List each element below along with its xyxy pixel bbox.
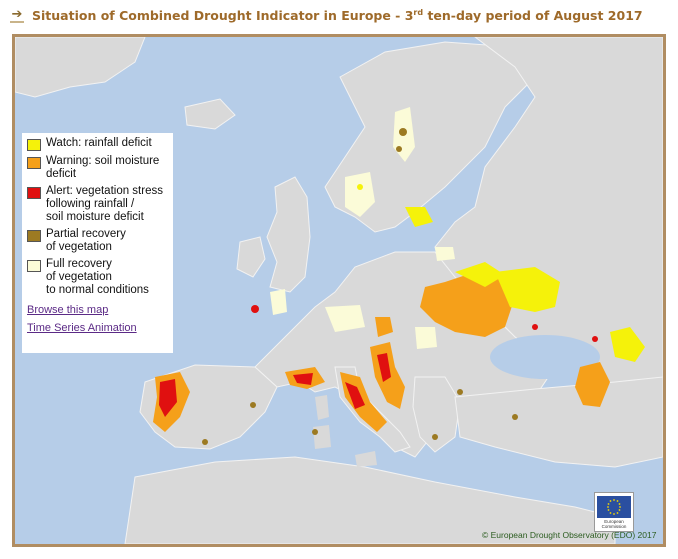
drought-map[interactable] <box>12 34 666 547</box>
browse-map-link[interactable]: Browse this map <box>27 304 109 316</box>
legend-label-watch: Watch: rainfall deficit <box>46 137 152 149</box>
arrow-right-icon: ➔ <box>10 7 24 23</box>
copyright-text: © European Drought Observatory (EDO) 201… <box>482 530 657 540</box>
eu-flag-icon <box>597 496 631 518</box>
legend-label-warning: Warning: soil moisture deficit <box>46 155 160 180</box>
legend-swatch-full-recovery <box>27 260 41 272</box>
logo-text: European Commission <box>601 519 627 529</box>
legend-swatch-warning <box>27 157 41 169</box>
legend-label-full-recovery: Full recovery of vegetation to normal co… <box>46 258 149 296</box>
european-commission-logo: European Commission <box>594 492 634 532</box>
page-header: ➔ Situation of Combined Drought Indicato… <box>10 4 643 28</box>
legend-item-watch: Watch: rainfall deficit <box>27 137 169 151</box>
legend-item-full-recovery: Full recovery of vegetation to normal co… <box>27 258 169 297</box>
legend-label-partial-recovery: Partial recovery of vegetation <box>46 228 126 253</box>
legend-item-alert: Alert: vegetation stress following rainf… <box>27 185 169 224</box>
legend-item-partial-recovery: Partial recovery of vegetation <box>27 228 169 254</box>
legend-swatch-partial-recovery <box>27 230 41 242</box>
page-title: Situation of Combined Drought Indicator … <box>32 8 643 24</box>
legend-item-warning: Warning: soil moisture deficit <box>27 155 169 181</box>
time-series-animation-link[interactable]: Time Series Animation <box>27 322 137 334</box>
legend-swatch-watch <box>27 139 41 151</box>
legend-label-alert: Alert: vegetation stress following rainf… <box>46 185 163 223</box>
legend-swatch-alert <box>27 187 41 199</box>
europe-map-svg <box>15 37 663 544</box>
legend-panel: Watch: rainfall deficit Warning: soil mo… <box>22 133 173 353</box>
